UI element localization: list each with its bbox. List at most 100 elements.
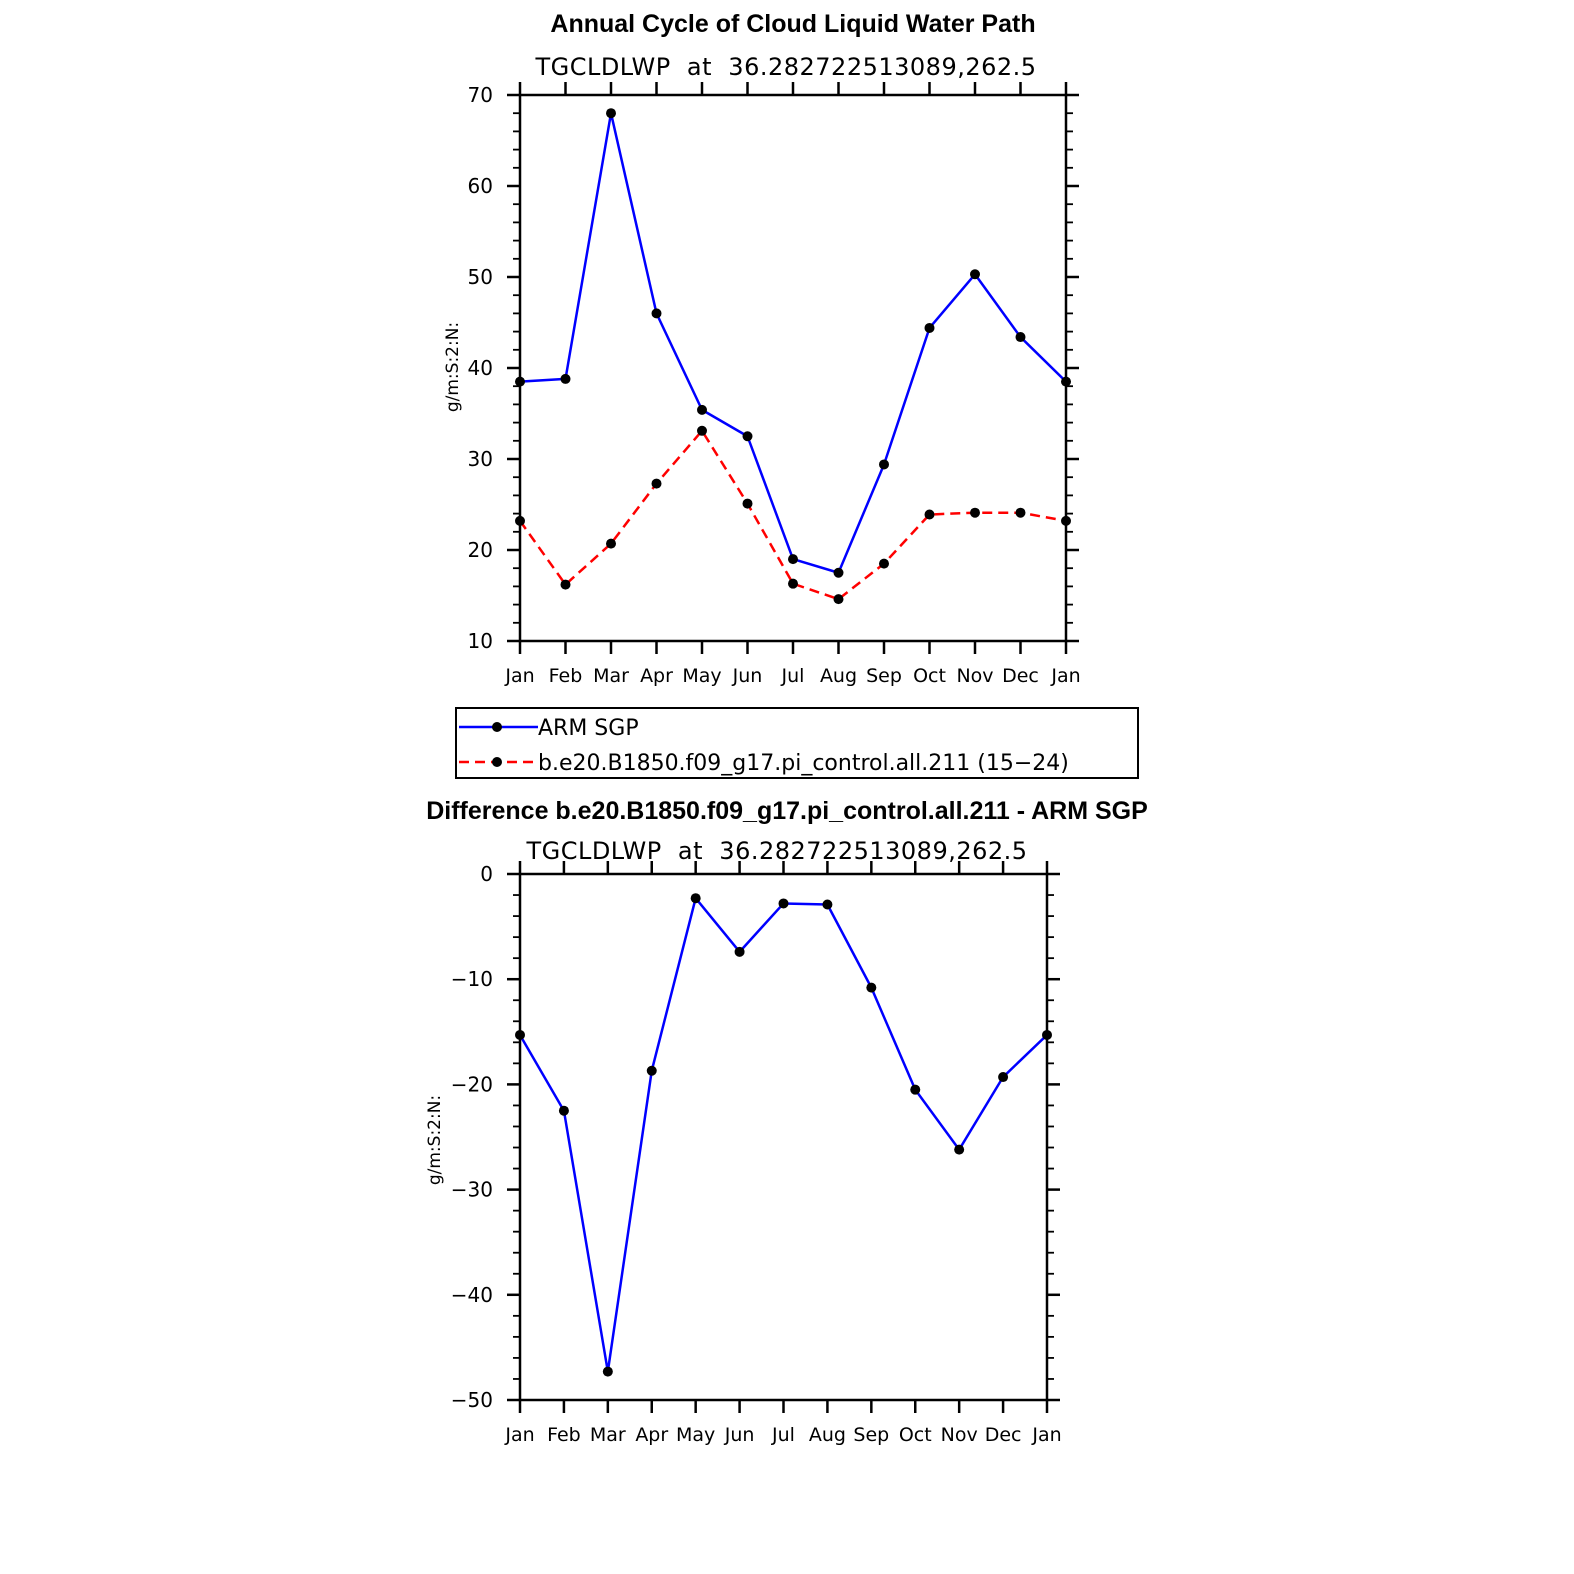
x-tick-label: Apr bbox=[640, 665, 673, 687]
data-point bbox=[734, 946, 745, 957]
chart-subtitle: TGCLDLWP at 36.282722513089,262.5 bbox=[534, 53, 1036, 81]
data-point bbox=[690, 893, 701, 904]
data-point bbox=[602, 1366, 613, 1377]
chart-subtitle: TGCLDLWP at 36.282722513089,262.5 bbox=[525, 837, 1027, 865]
series-group bbox=[515, 893, 1052, 1377]
series-group bbox=[515, 108, 1071, 605]
data-point bbox=[651, 478, 662, 489]
series-line-1 bbox=[518, 896, 1048, 1373]
legend-marker-model bbox=[492, 757, 502, 767]
data-point bbox=[970, 269, 980, 280]
x-tick-label: Oct bbox=[913, 665, 946, 687]
data-point bbox=[1061, 515, 1071, 526]
data-point bbox=[866, 982, 877, 993]
data-point bbox=[998, 1072, 1009, 1083]
data-point bbox=[788, 578, 798, 589]
y-tick-label: 10 bbox=[468, 629, 493, 653]
series-line-2 bbox=[518, 429, 1067, 601]
data-point bbox=[910, 1084, 921, 1095]
data-point bbox=[742, 431, 753, 442]
x-tick-label: Apr bbox=[635, 1424, 668, 1446]
data-point bbox=[1042, 1029, 1052, 1040]
y-tick-label: 40 bbox=[468, 356, 493, 380]
x-tick-label: Jan bbox=[504, 665, 534, 687]
y-tick-label: 50 bbox=[468, 265, 493, 289]
data-point bbox=[879, 459, 889, 470]
x-tick-label: Jun bbox=[732, 665, 763, 687]
x-tick-label: Oct bbox=[899, 1424, 932, 1446]
data-point bbox=[879, 558, 889, 569]
data-point bbox=[697, 404, 707, 415]
difference-chart: Difference b.e20.B1850.f09_g17.pi_contro… bbox=[425, 797, 1148, 1446]
data-point bbox=[822, 899, 833, 910]
legend-label-model: b.e20.B1850.f09_g17.pi_control.all.211 (… bbox=[538, 751, 1069, 776]
data-point bbox=[833, 567, 844, 578]
y-tick-label: −40 bbox=[451, 1283, 493, 1307]
x-tick-label: Jan bbox=[1050, 665, 1080, 687]
y-axis-label: g/m:S:2:N: bbox=[443, 322, 463, 412]
y-tick-label: −30 bbox=[451, 1178, 493, 1202]
x-tick-label: Jan bbox=[504, 1424, 534, 1446]
x-tick-label: Jul bbox=[781, 665, 805, 687]
x-tick-label: Mar bbox=[593, 665, 629, 687]
data-point bbox=[515, 1029, 525, 1040]
data-point bbox=[924, 322, 935, 333]
x-tick-label: Sep bbox=[866, 665, 902, 687]
y-tick-label: −20 bbox=[451, 1072, 493, 1096]
x-tick-label: Nov bbox=[956, 665, 993, 687]
legend-box bbox=[455, 707, 1139, 779]
data-point bbox=[606, 108, 616, 119]
data-point bbox=[606, 538, 616, 549]
y-tick-labels: −50 −40 −30 −20 −10 0 bbox=[451, 862, 493, 1412]
data-point bbox=[515, 515, 525, 526]
data-point bbox=[558, 1105, 569, 1116]
data-point bbox=[651, 308, 662, 319]
data-point bbox=[697, 425, 707, 436]
chart-title: Annual Cycle of Cloud Liquid Water Path bbox=[550, 10, 1035, 38]
data-point bbox=[1015, 507, 1026, 518]
x-tick-label: May bbox=[676, 1424, 715, 1446]
data-point bbox=[970, 507, 980, 518]
axis-ticks bbox=[507, 861, 1060, 1413]
annual-cycle-chart: Annual Cycle of Cloud Liquid Water Path … bbox=[443, 10, 1081, 687]
chart-title: Difference b.e20.B1850.f09_g17.pi_contro… bbox=[426, 797, 1148, 825]
y-tick-labels: 10 20 30 40 50 60 70 bbox=[468, 83, 493, 653]
x-tick-labels: Jan Feb Mar Apr May Jun Jul Aug Sep Oct Nov Dec Jan bbox=[504, 665, 1080, 687]
y-tick-label: 60 bbox=[468, 174, 493, 198]
legend-label-arm-sgp: ARM SGP bbox=[538, 716, 639, 741]
x-tick-label: Feb bbox=[547, 1424, 581, 1446]
data-point bbox=[1061, 376, 1071, 387]
x-tick-label: Jan bbox=[1031, 1424, 1061, 1446]
series-line-1 bbox=[519, 111, 1067, 574]
x-tick-label: May bbox=[682, 665, 721, 687]
y-tick-label: 30 bbox=[468, 447, 493, 471]
axis-ticks bbox=[507, 82, 1079, 654]
y-tick-label: 20 bbox=[468, 538, 493, 562]
x-tick-label: Mar bbox=[590, 1424, 626, 1446]
x-tick-label: Jul bbox=[771, 1424, 795, 1446]
y-tick-label: −10 bbox=[451, 967, 493, 991]
data-point bbox=[788, 554, 798, 565]
y-tick-label: 0 bbox=[480, 862, 493, 886]
data-point bbox=[778, 898, 789, 909]
data-point bbox=[954, 1144, 965, 1155]
data-point bbox=[742, 498, 753, 509]
legend: ARM SGP b.e20.B1850.f09_g17.pi_control.a… bbox=[455, 707, 1139, 779]
y-axis-label: g/m:S:2:N: bbox=[425, 1095, 445, 1185]
x-tick-label: Nov bbox=[941, 1424, 978, 1446]
x-tick-label: Dec bbox=[1002, 665, 1039, 687]
x-tick-label: Aug bbox=[809, 1424, 846, 1446]
data-point bbox=[560, 579, 571, 590]
data-point bbox=[646, 1065, 657, 1076]
data-point bbox=[515, 376, 525, 387]
y-tick-label: 70 bbox=[468, 83, 493, 107]
x-tick-label: Sep bbox=[853, 1424, 889, 1446]
x-tick-label: Jun bbox=[724, 1424, 755, 1446]
data-point bbox=[924, 509, 935, 520]
x-tick-label: Dec bbox=[985, 1424, 1022, 1446]
data-point bbox=[1015, 332, 1026, 343]
x-tick-label: Aug bbox=[820, 665, 857, 687]
y-tick-label: −50 bbox=[451, 1388, 493, 1412]
data-point bbox=[560, 373, 571, 384]
